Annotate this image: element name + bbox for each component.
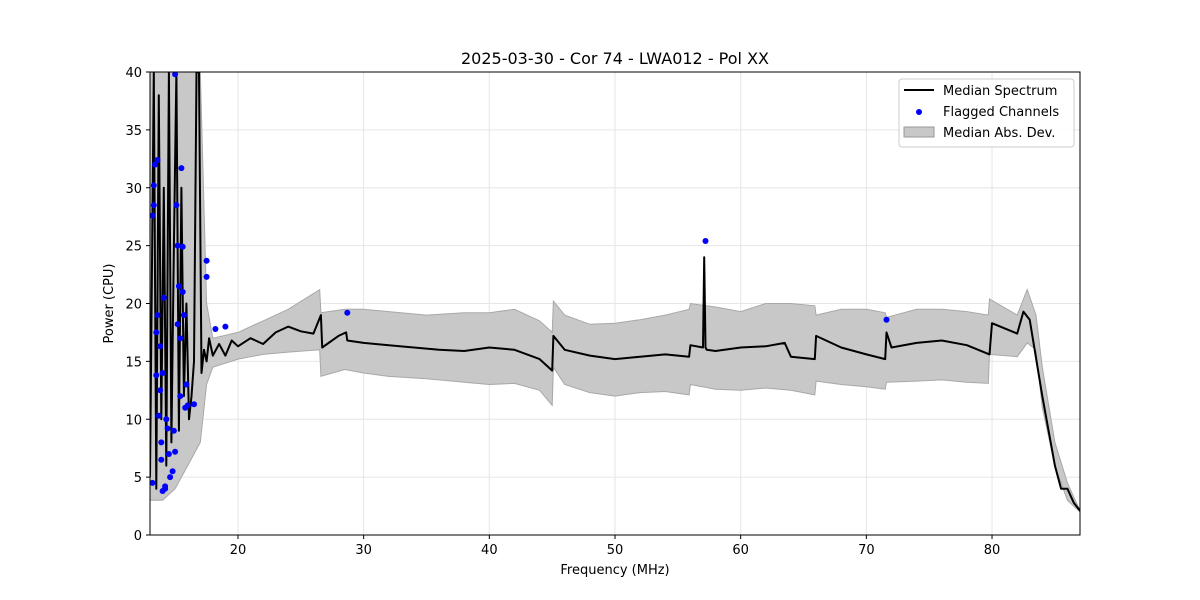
legend-mad-label: Median Abs. Dev.	[943, 126, 1055, 141]
flagged-channel-point	[154, 157, 161, 163]
x-axis-label: Frequency (MHz)	[560, 563, 669, 578]
flagged-channel-point	[702, 238, 709, 244]
flagged-channel-point	[203, 273, 210, 280]
flagged-channel-point	[153, 329, 160, 336]
flagged-channel-point	[203, 257, 210, 264]
flagged-channel-point	[179, 243, 186, 250]
flagged-channel-point	[179, 288, 186, 295]
median-spectrum-layer	[150, 72, 1080, 512]
x-tick-label: 30	[355, 543, 372, 558]
flagged-channel-point	[883, 316, 890, 323]
flagged-channel-point	[158, 439, 165, 446]
flagged-channel-point	[153, 372, 160, 379]
flagged-channel-point	[175, 283, 182, 290]
flagged-channel-point	[169, 468, 176, 475]
flagged-channel-point	[167, 474, 174, 481]
flagged-channel-point	[172, 448, 179, 455]
flagged-channel-point	[170, 427, 177, 434]
y-tick-label: 25	[125, 240, 142, 255]
flagged-channel-point	[184, 402, 191, 409]
mad-band-area	[150, 72, 1080, 513]
flagged-channel-point	[178, 165, 185, 172]
flagged-channel-point	[180, 312, 187, 319]
legend-mad-swatch	[903, 126, 935, 138]
axis-ticks: 20 30 40 50 60 70 80 0 5 10 15 20 25 30 35 40	[125, 66, 1000, 558]
y-tick-label: 20	[125, 298, 142, 313]
y-tick-label: 0	[134, 529, 142, 544]
flagged-channel-point	[174, 242, 181, 249]
flagged-channel-point	[157, 343, 164, 350]
flagged-channel-point	[177, 335, 184, 342]
chart-legend: Median Spectrum Flagged Channels Median …	[898, 78, 1075, 148]
legend-flagged-channels-label: Flagged Channels	[943, 105, 1059, 120]
flagged-channel-point	[150, 212, 156, 219]
flagged-channel-point	[163, 416, 170, 423]
flagged-channel-point	[172, 72, 179, 78]
flagged-channel-point	[155, 412, 162, 419]
flagged-channel-point	[173, 202, 180, 209]
flagged-channel-point	[158, 456, 165, 463]
flagged-channel-point	[212, 326, 219, 332]
y-axis-label: Power (CPU)	[102, 263, 117, 343]
flagged-channel-point	[164, 425, 171, 432]
median-spectrum-line	[150, 72, 1080, 512]
y-tick-label: 35	[125, 124, 142, 139]
flagged-channel-point	[160, 294, 167, 301]
flagged-channel-point	[162, 483, 169, 490]
flagged-channel-point	[159, 488, 166, 494]
flagged-channel-point	[150, 182, 157, 189]
flagged-channel-point	[150, 202, 157, 209]
y-tick-label: 15	[125, 355, 142, 370]
flagged-channel-point	[174, 321, 181, 328]
x-tick-label: 40	[481, 543, 498, 558]
flagged-channels-layer	[150, 72, 890, 494]
legend-box	[898, 78, 1075, 148]
legend-median-spectrum-label: Median Spectrum	[943, 84, 1057, 99]
legend-flagged-channels-swatch	[916, 109, 922, 115]
y-tick-label: 40	[125, 66, 142, 81]
x-tick-label: 80	[984, 543, 1001, 558]
flagged-channel-point	[154, 312, 161, 319]
flagged-channel-point	[165, 451, 172, 457]
flagged-channel-point	[150, 479, 156, 486]
y-tick-label: 5	[134, 471, 142, 486]
x-tick-label: 60	[732, 543, 749, 558]
flagged-channel-point	[191, 401, 197, 408]
flagged-channel-point	[157, 387, 164, 394]
flagged-channel-point	[152, 161, 158, 168]
chart-title: 2025-03-30 - Cor 74 - LWA012 - Pol XX	[461, 49, 769, 68]
y-tick-label: 30	[125, 182, 142, 197]
flagged-channel-point	[183, 381, 190, 388]
flagged-channel-point	[177, 393, 184, 400]
flagged-channel-point	[222, 323, 229, 330]
x-tick-label: 70	[858, 543, 875, 558]
x-tick-label: 50	[607, 543, 624, 558]
mad-band-layer	[150, 72, 1080, 513]
y-tick-label: 10	[125, 413, 142, 428]
flagged-channel-point	[159, 370, 166, 376]
flagged-channel-point	[344, 309, 351, 316]
x-tick-label: 20	[230, 543, 247, 558]
